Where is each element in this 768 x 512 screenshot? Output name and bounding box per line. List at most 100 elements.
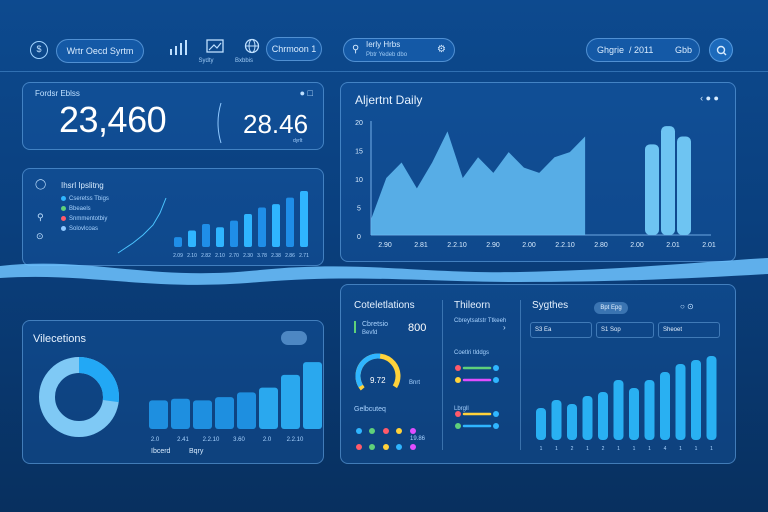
- systems-bar: [613, 380, 624, 440]
- systems-bar: [551, 400, 562, 440]
- daily-x-label: 2.2.10: [447, 242, 467, 249]
- vis-x-label: 2.2.10: [287, 437, 304, 443]
- section-divider: [520, 300, 521, 450]
- systems-title: Sygthes: [532, 300, 569, 311]
- legend-dot: [61, 226, 66, 231]
- systems-bar: [629, 388, 639, 440]
- legend-item: Bbeaels: [61, 206, 151, 216]
- trend-bar: [174, 237, 182, 247]
- trend-x-label: 2.10: [215, 253, 225, 259]
- daily-bar: [677, 136, 691, 235]
- trend-x-label: 2.38: [271, 253, 281, 259]
- logo-icon[interactable]: $: [30, 41, 48, 59]
- indicator-sliders: [455, 365, 499, 429]
- profile-button[interactable]: [709, 38, 733, 62]
- daily-y-tick: 0: [357, 234, 361, 241]
- search-subtext: Pbtr Yedeb dbo: [366, 52, 408, 58]
- vis-title: Vilecetions: [33, 333, 86, 345]
- systems-bar: [567, 404, 577, 440]
- daily-x-label: 2.90: [486, 242, 500, 249]
- systems-bar: [675, 364, 686, 440]
- indicators-more-icon[interactable]: ›: [503, 323, 506, 332]
- systems-x-label: 2: [602, 446, 605, 452]
- gauge-value: 9.72: [370, 376, 386, 385]
- vis-bar: [303, 362, 322, 429]
- vis-toggle[interactable]: [281, 331, 307, 345]
- status-dot: [382, 443, 389, 450]
- systems-badge[interactable]: Bpt Epg: [594, 302, 628, 314]
- systems-x-label: 1: [617, 446, 620, 452]
- stats-title: Fordsr Eblss: [35, 89, 80, 98]
- status-dot: [409, 427, 416, 434]
- systems-bar: [644, 380, 655, 440]
- stats-panel-controls[interactable]: ● □: [299, 88, 313, 98]
- dot-row-2: [356, 438, 419, 456]
- systems-tabs: S3 Ea S1 Sop Sheoet: [530, 322, 720, 338]
- date-range-selector[interactable]: Ghgrie / 2011 Gbb: [586, 38, 700, 62]
- systems-tab[interactable]: S1 Sop: [596, 322, 654, 338]
- legend-dot: [61, 196, 66, 201]
- dots-value: 19.86: [410, 436, 426, 442]
- daily-y-tick: 20: [355, 120, 363, 127]
- vis-x-label: 2.41: [177, 437, 189, 443]
- indicator-handle: [493, 377, 499, 383]
- indicator-dot: [455, 365, 461, 371]
- search-box[interactable]: ⚲ Ierly Hrbs Pbtr Yedeb dbo ⚙: [343, 38, 455, 62]
- dot-row-1: [356, 422, 419, 440]
- vis-caption: Ibcerd: [151, 448, 171, 455]
- trend-bar: [272, 204, 280, 247]
- image-icon-label: Sydty: [198, 58, 214, 64]
- indicators-title: Thileorn: [454, 300, 491, 311]
- systems-bar: [660, 372, 670, 440]
- status-dot: [356, 427, 362, 434]
- donut-chart: [39, 357, 119, 437]
- trend-icon: ◯: [35, 179, 47, 190]
- range-label: Ghgrie: [597, 45, 625, 55]
- trend-x-label: 2.30: [243, 253, 253, 259]
- correlations-list-label: Gelbcuteq: [354, 406, 386, 413]
- systems-bar-chart: 1 1 2 1 2 1 1 1 4 1 1 1: [536, 356, 717, 452]
- status-dot: [396, 427, 403, 434]
- channel-selector[interactable]: Chrmoon 1: [266, 37, 322, 61]
- indicators-group-label: Coetlri tlddgs: [454, 350, 490, 356]
- correlations-item-label: Cbretsio: [362, 321, 389, 328]
- top-bar: $ Wrtr Oecd Syrtm Sydty Bxbbis Chrmoon 1…: [0, 0, 768, 72]
- search-text: Ierly Hrbs: [366, 40, 401, 49]
- daily-x-label: 2.80: [594, 242, 608, 249]
- systems-tab[interactable]: Sheoet: [658, 322, 720, 338]
- daily-panel: Aljertnt Daily ‹ ● ● 20 15 10 5 0 2.90 2.81 2.2…: [340, 82, 736, 262]
- trend-x-label: 2.09: [173, 253, 183, 259]
- status-dot: [369, 443, 376, 450]
- indicator-dot: [455, 377, 461, 383]
- trend-x-label: 2.70: [229, 253, 239, 259]
- donut-slice: [39, 357, 119, 437]
- status-dot: [382, 427, 389, 434]
- vis-bar: [215, 397, 234, 429]
- indicator-dot: [455, 411, 461, 417]
- settings-icon[interactable]: ⚙: [437, 44, 446, 55]
- gauge-flag: Bnrt: [409, 380, 421, 386]
- trend-x-label: 2.86: [285, 253, 295, 259]
- daily-title: Aljertnt Daily: [355, 93, 423, 107]
- lock-icon: ⚲: [37, 212, 44, 222]
- trend-x-label: 2.71: [299, 253, 309, 259]
- trend-title: Ihsrl Ipslitng: [61, 181, 104, 190]
- legend-dot: [61, 216, 66, 221]
- trend-bar: [300, 191, 308, 247]
- toggle-icon[interactable]: ⊙: [36, 231, 44, 241]
- systems-bar: [598, 392, 608, 440]
- vis-bar: [237, 392, 256, 429]
- daily-x-label: 2.01: [702, 242, 716, 249]
- systems-bar: [691, 360, 701, 440]
- daily-x-label: 2.81: [414, 242, 428, 249]
- systems-controls[interactable]: ○ ⊙: [680, 302, 694, 311]
- systems-tab[interactable]: S3 Ea: [530, 322, 592, 338]
- indicator-dot: [455, 423, 461, 429]
- systems-x-label: 1: [540, 446, 543, 452]
- trend-bar: [286, 197, 294, 247]
- daily-controls[interactable]: ‹ ● ●: [700, 93, 719, 103]
- correlations-marker: [354, 321, 356, 333]
- daily-x-label: 2.2.10: [555, 242, 575, 249]
- brand-pill[interactable]: Wrtr Oecd Syrtm: [56, 39, 144, 63]
- range-value: / 2011: [629, 45, 654, 55]
